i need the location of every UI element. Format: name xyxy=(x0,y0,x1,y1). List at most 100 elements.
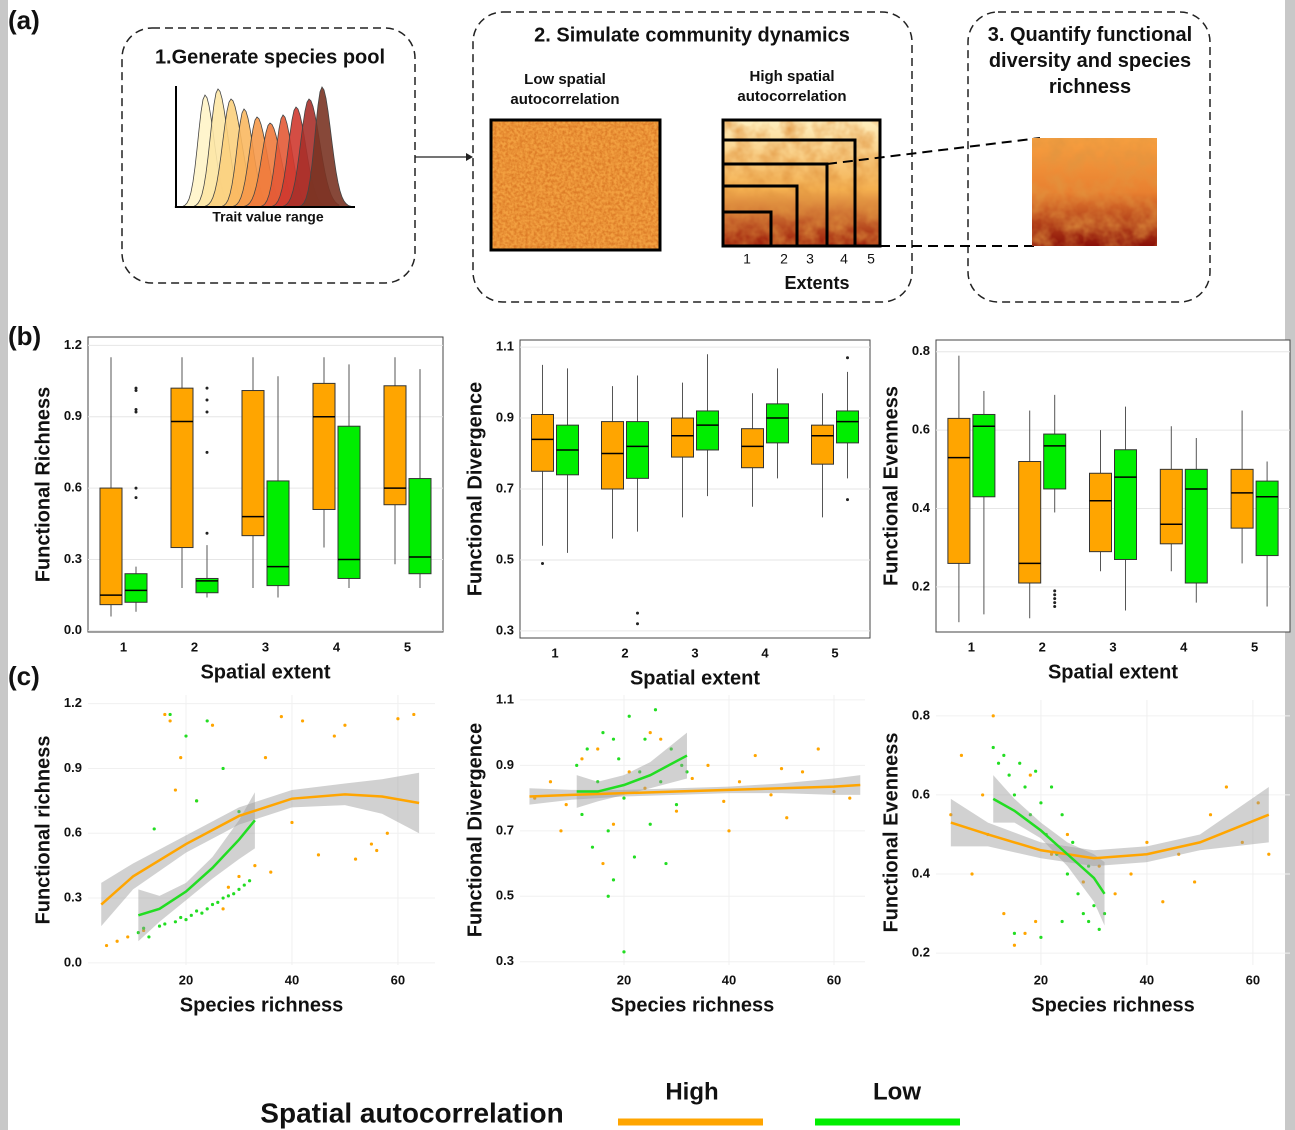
fit-line xyxy=(992,797,1106,895)
point xyxy=(1012,931,1017,935)
point xyxy=(195,799,199,803)
point xyxy=(184,918,188,922)
axis-label: Trait value range xyxy=(212,209,323,225)
point xyxy=(1097,927,1101,932)
point xyxy=(163,922,167,926)
point xyxy=(1049,785,1054,789)
point xyxy=(115,939,119,943)
point xyxy=(157,924,162,928)
point xyxy=(1081,880,1085,884)
point xyxy=(606,829,610,833)
outlier xyxy=(846,356,849,360)
point xyxy=(1023,931,1027,935)
point xyxy=(1193,880,1197,884)
x-axis-title: Species richness xyxy=(1031,994,1194,1016)
outlier xyxy=(1053,597,1057,601)
confidence-band xyxy=(101,772,420,927)
point xyxy=(247,879,252,883)
point xyxy=(727,829,731,833)
outlier xyxy=(205,386,209,390)
point xyxy=(991,745,995,750)
point xyxy=(1092,904,1096,908)
point xyxy=(1145,840,1149,844)
extent-squares xyxy=(723,138,857,246)
outlier xyxy=(205,410,209,414)
x-tick-label: 5 xyxy=(1251,639,1258,654)
outlier xyxy=(541,562,544,565)
point xyxy=(136,931,140,935)
point xyxy=(210,902,215,907)
zoom-line xyxy=(826,137,1041,165)
point xyxy=(606,894,610,898)
point xyxy=(601,731,605,735)
box xyxy=(99,487,123,606)
box xyxy=(195,577,219,594)
point xyxy=(949,813,953,817)
point xyxy=(643,737,647,741)
point xyxy=(332,734,336,738)
point xyxy=(959,753,964,757)
point xyxy=(237,810,241,814)
point xyxy=(221,766,225,771)
landscape-frame xyxy=(721,118,882,248)
box xyxy=(626,421,649,479)
x-tick-label: 40 xyxy=(1140,972,1154,987)
point xyxy=(375,848,379,853)
x-axis-title: Species richness xyxy=(180,994,343,1016)
x-tick-label: 60 xyxy=(1246,972,1260,987)
outlier xyxy=(205,450,209,454)
box xyxy=(170,387,194,549)
outlier xyxy=(1053,601,1057,605)
point xyxy=(648,731,652,735)
x-tick-label: 40 xyxy=(722,972,736,987)
box xyxy=(531,414,554,472)
point xyxy=(1071,840,1075,844)
point xyxy=(1028,773,1032,777)
point xyxy=(168,719,172,723)
point xyxy=(653,708,658,712)
step-title: 1.Generate species pool xyxy=(155,46,385,68)
x-tick-label: 2 xyxy=(1039,639,1046,654)
point xyxy=(142,926,146,930)
box xyxy=(601,421,624,490)
box xyxy=(337,425,361,579)
y-tick-label: 0.6 xyxy=(64,825,82,840)
extent-label: 4 xyxy=(840,251,848,267)
y-tick-label: 0.2 xyxy=(912,578,930,593)
extent-label: 1 xyxy=(743,251,751,267)
point xyxy=(596,780,600,784)
map-label: High spatial autocorrelation xyxy=(737,68,847,105)
point xyxy=(1208,813,1213,817)
box xyxy=(741,428,764,469)
landscape-frame xyxy=(489,118,662,252)
point xyxy=(385,831,389,835)
outlier xyxy=(205,531,209,535)
point xyxy=(126,935,130,939)
point xyxy=(769,793,773,797)
point xyxy=(1129,872,1133,876)
step-title: 3. Quantify functional diversity and spe… xyxy=(987,24,1193,98)
outlier xyxy=(134,410,138,414)
point xyxy=(1065,832,1070,837)
point xyxy=(210,723,215,727)
point xyxy=(147,935,151,939)
point xyxy=(970,872,974,876)
x-tick-label: 3 xyxy=(262,639,269,654)
point xyxy=(205,907,209,911)
box xyxy=(408,478,432,575)
point xyxy=(226,885,230,889)
fit-line xyxy=(950,813,1270,860)
box xyxy=(312,382,336,510)
point xyxy=(685,770,689,774)
extents-label: Extents xyxy=(784,273,849,293)
point xyxy=(195,909,199,913)
point xyxy=(1012,793,1017,797)
x-tick-label: 4 xyxy=(333,639,341,654)
point xyxy=(611,878,616,882)
point xyxy=(643,786,647,790)
x-axis-title: Species richness xyxy=(611,994,774,1016)
box xyxy=(972,413,996,498)
extent-label: 2 xyxy=(780,251,788,267)
y-tick-label: 0.5 xyxy=(496,888,514,903)
